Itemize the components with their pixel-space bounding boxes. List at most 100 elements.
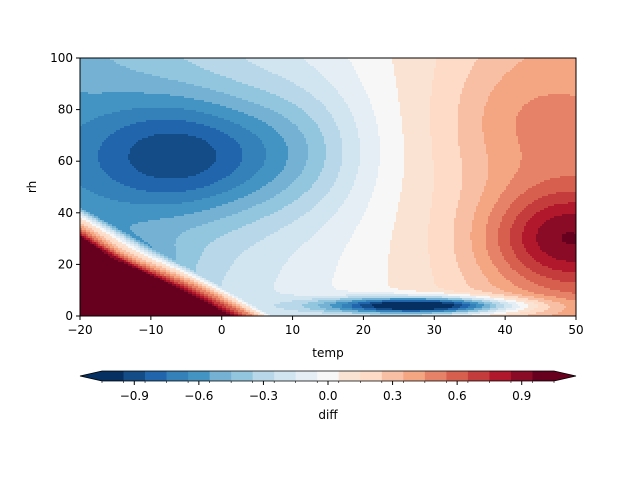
- contour-band: [250, 308, 253, 311]
- contour-band: [80, 98, 195, 101]
- contour-band: [490, 300, 499, 303]
- contour-band: [400, 104, 431, 107]
- contour-band: [80, 292, 189, 295]
- contour-band: [398, 202, 433, 205]
- contour-band: [140, 244, 145, 247]
- contour-band: [124, 126, 211, 129]
- x-tick-label: 0: [218, 323, 226, 337]
- contour-band: [282, 208, 313, 211]
- contour-band: [394, 224, 429, 227]
- contour-band: [458, 116, 483, 119]
- contour-band: [208, 298, 213, 301]
- contour-band: [134, 244, 139, 247]
- contour-band: [468, 310, 479, 313]
- contour-band: [342, 304, 353, 307]
- contour-band: [378, 166, 405, 169]
- contour-band: [430, 130, 459, 133]
- contour-band: [380, 136, 405, 139]
- contour-band: [510, 70, 576, 73]
- contour-band: [98, 230, 103, 233]
- x-tick-label: 10: [285, 323, 300, 337]
- contour-band: [92, 224, 97, 227]
- contour-band: [242, 126, 273, 129]
- contour-band: [80, 146, 101, 149]
- contour-band: [504, 290, 529, 293]
- contour-band: [102, 144, 135, 147]
- contour-band: [484, 134, 517, 137]
- contour-band: [376, 182, 403, 185]
- contour-band: [102, 232, 107, 235]
- contour-band: [510, 206, 527, 209]
- contour-band: [260, 312, 265, 315]
- contour-band: [94, 232, 99, 235]
- contour-band: [458, 140, 485, 143]
- contour-band: [258, 118, 289, 121]
- contour-band: [212, 114, 249, 117]
- contour-band: [266, 236, 313, 239]
- contour-band: [516, 198, 539, 201]
- contour-band: [524, 226, 541, 229]
- contour-band: [114, 240, 119, 243]
- contour-band: [516, 118, 576, 121]
- contour-band: [118, 248, 123, 251]
- contour-band: [218, 286, 275, 289]
- contour-band: [214, 302, 221, 305]
- contour-band: [116, 62, 193, 65]
- contour-band: [496, 304, 505, 307]
- contour-band: [400, 112, 431, 115]
- contour-band: [170, 278, 175, 281]
- contour-band: [80, 132, 115, 135]
- contour-band: [432, 84, 465, 87]
- contour-band: [260, 240, 309, 243]
- contour-band: [80, 198, 111, 201]
- contour-band: [130, 162, 215, 165]
- contour-band: [242, 210, 279, 213]
- contour-band: [216, 286, 219, 289]
- colorbar-segment: [317, 371, 340, 381]
- contour-band: [398, 96, 431, 99]
- contour-band: [352, 306, 363, 309]
- contour-band: [482, 290, 505, 293]
- contour-band: [288, 258, 341, 261]
- contour-band: [154, 274, 157, 277]
- contour-band: [448, 298, 463, 301]
- contour-band: [360, 148, 381, 151]
- contour-band: [434, 182, 463, 185]
- contour-band: [324, 138, 343, 141]
- contour-band: [476, 260, 493, 263]
- contour-band: [132, 266, 137, 269]
- contour-band: [240, 146, 265, 149]
- contour-band: [222, 178, 251, 181]
- contour-band: [536, 236, 563, 239]
- contour-band: [220, 292, 225, 295]
- contour-band: [176, 274, 181, 277]
- contour-band: [434, 168, 463, 171]
- contour-band: [222, 284, 275, 287]
- contour-band: [562, 238, 576, 241]
- contour-band: [430, 120, 459, 123]
- contour-band: [288, 154, 309, 157]
- colorbar-segment: [145, 371, 167, 381]
- contour-band: [124, 262, 129, 265]
- contour-band: [80, 262, 125, 265]
- contour-band: [488, 280, 511, 283]
- contour-band: [486, 102, 529, 105]
- contour-band: [308, 190, 331, 193]
- contour-band: [224, 92, 271, 95]
- contour-band: [276, 130, 301, 133]
- contour-band: [250, 312, 255, 315]
- contour-band: [120, 230, 123, 233]
- contour-band: [434, 78, 467, 81]
- contour-band: [486, 230, 499, 233]
- contour-band: [288, 204, 317, 207]
- contour-band: [506, 308, 517, 311]
- contour-band: [132, 108, 185, 111]
- contour-band: [266, 156, 289, 159]
- contour-band: [284, 166, 305, 169]
- contour-band: [342, 154, 361, 157]
- colorbar-segment: [102, 371, 124, 381]
- contour-band: [324, 166, 341, 169]
- contour-band: [234, 122, 267, 125]
- contour-band: [126, 236, 131, 239]
